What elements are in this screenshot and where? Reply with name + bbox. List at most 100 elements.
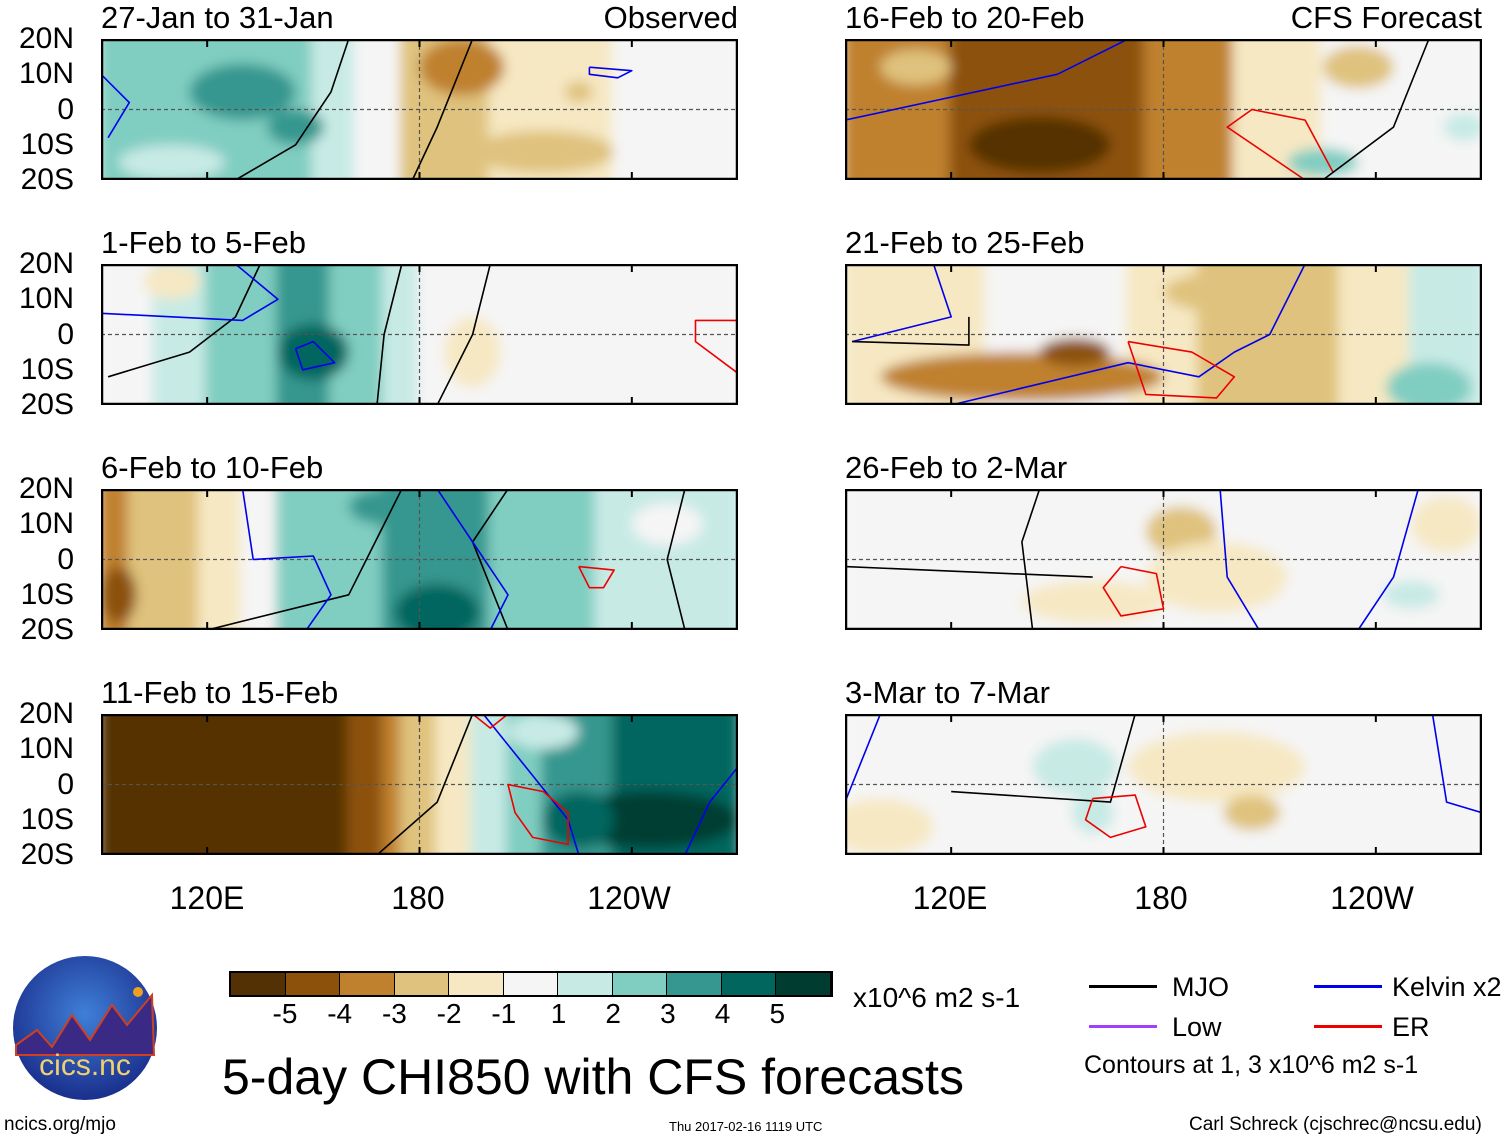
footer-url[interactable]: ncics.org/mjo xyxy=(4,1114,116,1135)
anomaly-blob xyxy=(880,352,1164,402)
colorbar-tick-label: 4 xyxy=(714,998,731,1029)
kelvin-contour xyxy=(845,714,882,803)
mjo-contour xyxy=(207,489,403,630)
panel-title: 26-Feb to 2-Mar xyxy=(845,450,1068,485)
colorbar-tick-label: 3 xyxy=(660,998,676,1029)
colorbar xyxy=(229,971,833,997)
anomaly-band xyxy=(346,714,387,855)
lon-label: 120E xyxy=(912,880,988,916)
colorbar-tick-label: -2 xyxy=(436,998,462,1029)
lon-label: 120E xyxy=(169,880,245,916)
panel-title: 3-Mar to 7-Mar xyxy=(845,675,1050,710)
anomaly-blob xyxy=(507,714,579,750)
kelvin-contour xyxy=(588,66,633,79)
panel-title: 6-Feb to 10-Feb xyxy=(101,450,324,485)
lat-label: 0 xyxy=(57,317,74,351)
anomaly-blob xyxy=(277,323,349,381)
anomaly-band xyxy=(470,714,510,855)
colorbar-swatch xyxy=(776,973,831,995)
legend-kelvin: Kelvin x2 xyxy=(1392,972,1502,1002)
legend-er-line xyxy=(1314,1025,1382,1028)
map-panel xyxy=(845,39,1482,180)
anomaly-blob xyxy=(267,109,324,145)
anomaly-blob xyxy=(1411,496,1482,553)
map-panel xyxy=(845,714,1482,855)
mjo-contour xyxy=(1021,489,1041,630)
anomaly-band xyxy=(101,714,351,855)
map-panel xyxy=(101,714,738,855)
anomaly-blob xyxy=(1032,738,1118,796)
kelvin-contour xyxy=(436,489,509,630)
kelvin-contour xyxy=(101,73,131,139)
colorbar-tick-label: -5 xyxy=(272,998,298,1029)
kelvin-contour xyxy=(101,264,279,322)
anomaly-blob xyxy=(968,116,1111,173)
contours-note: Contours at 1, 3 x10^6 m2 s-1 xyxy=(1084,1051,1419,1079)
anomaly-blob xyxy=(1145,541,1288,613)
footer-timestamp: Thu 2017-02-16 1119 UTC xyxy=(669,1119,823,1134)
panel-title: 27-Jan to 31-Jan xyxy=(101,0,334,35)
er-contour xyxy=(1084,794,1147,839)
colorbar-swatch xyxy=(721,973,776,995)
er-contour xyxy=(507,783,569,846)
kelvin-contour xyxy=(1357,489,1420,630)
kelvin-contour xyxy=(241,489,332,630)
map-panel xyxy=(101,264,738,405)
mjo-contour xyxy=(411,39,474,180)
lon-label: 120W xyxy=(1330,880,1414,916)
lat-label: 20N xyxy=(18,697,74,730)
kelvin-contour xyxy=(851,264,952,343)
panel-title: 1-Feb to 5-Feb xyxy=(101,225,307,260)
mjo-contour xyxy=(376,714,474,855)
anomaly-band xyxy=(382,714,404,855)
mjo-contour xyxy=(666,489,686,630)
colorbar-swatch xyxy=(503,973,558,995)
anomaly-blob xyxy=(631,503,703,546)
anomaly-blob xyxy=(1021,580,1164,623)
anomaly-blob xyxy=(880,49,952,85)
lat-label: 10S xyxy=(20,577,74,611)
panel-title: 21-Feb to 25-Feb xyxy=(845,225,1085,260)
map-panel xyxy=(101,39,738,180)
er-contour xyxy=(1226,108,1335,180)
colorbar-swatch xyxy=(394,973,449,995)
anomaly-blob xyxy=(118,144,225,180)
kelvin-contour xyxy=(951,264,1306,405)
anomaly-blob xyxy=(189,63,296,121)
colorbar-swatch xyxy=(612,973,667,995)
colorbar-swatch xyxy=(449,973,504,995)
lat-label: 0 xyxy=(57,92,74,126)
anomaly-blob xyxy=(101,566,137,623)
kelvin-contour xyxy=(1431,714,1482,814)
colorbar-swatch xyxy=(558,973,613,995)
colorbar-tick-label: 2 xyxy=(605,998,621,1029)
anomaly-blob xyxy=(1128,731,1306,803)
footer-author: Carl Schreck (cjschrec@ncsu.edu) xyxy=(1189,1114,1482,1135)
lat-label: 10S xyxy=(20,127,74,161)
lat-label: 10S xyxy=(20,352,74,386)
colorbar-swatch xyxy=(340,973,395,995)
lon-label: 120W xyxy=(587,880,671,916)
er-contour xyxy=(1102,565,1165,617)
lat-label: 0 xyxy=(57,767,74,801)
mjo-contour xyxy=(845,565,1093,578)
legend-low-line xyxy=(1089,1025,1157,1028)
anomaly-blob xyxy=(444,316,501,388)
anomaly-blob xyxy=(472,130,615,173)
lat-label: 20S xyxy=(20,163,74,196)
anomaly-blob xyxy=(1322,46,1394,89)
colorbar-tick-label: -4 xyxy=(327,998,353,1029)
er-contour xyxy=(1127,340,1236,399)
kelvin-contour xyxy=(684,766,738,855)
lat-label: 20S xyxy=(20,838,74,871)
legend-low: Low xyxy=(1172,1012,1222,1042)
er-contour xyxy=(472,714,509,729)
anomaly-blob xyxy=(394,584,480,630)
map-panel xyxy=(845,264,1482,405)
colorbar-swatch xyxy=(231,973,286,995)
er-contour xyxy=(694,319,738,374)
lat-label: 20N xyxy=(18,247,74,280)
anomaly-blob xyxy=(564,81,593,103)
colorbar-tick-label: 1 xyxy=(550,998,567,1029)
